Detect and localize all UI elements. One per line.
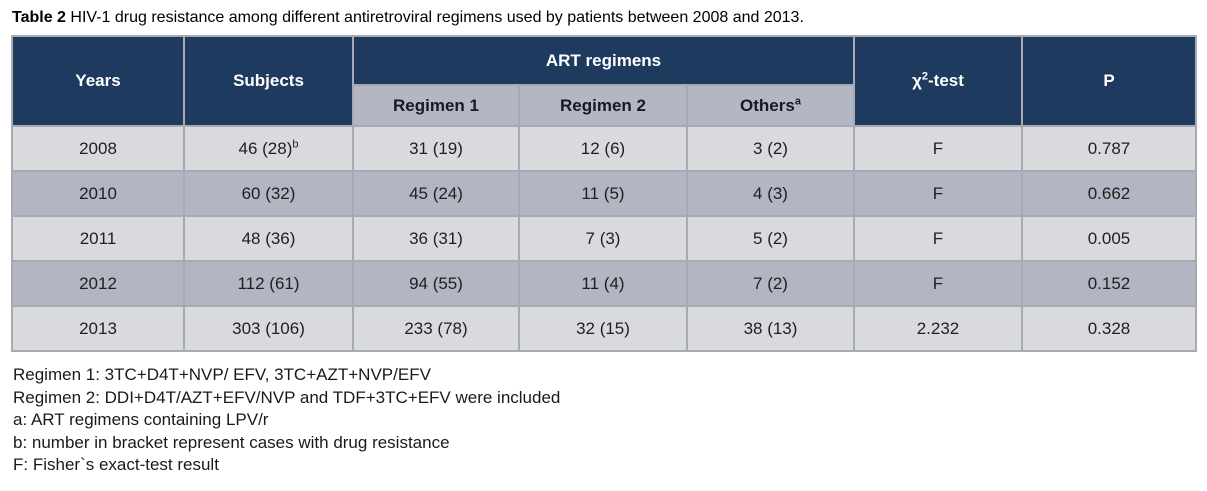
others-superscript-a: a	[794, 94, 801, 107]
cell-p-value: 0.328	[1021, 305, 1197, 352]
table-row-2010: 2010 60 (32) 45 (24) 11 (5) 4 (3) F 0.66…	[11, 170, 1197, 217]
cell-regimen2: 11 (5)	[518, 170, 688, 217]
footnote-regimen1: Regimen 1: 3TC+D4T+NVP/ EFV, 3TC+AZT+NVP…	[13, 365, 431, 384]
cell-subjects: 48 (36)	[183, 215, 354, 262]
cell-others: 7 (2)	[686, 260, 855, 307]
cell-regimen1: 45 (24)	[352, 170, 520, 217]
page: Table 2 HIV-1 drug resistance among diff…	[11, 7, 1197, 477]
cell-subjects: 46 (28)b	[183, 125, 354, 172]
cell-p-value: 0.005	[1021, 215, 1197, 262]
cell-p-value: 0.152	[1021, 260, 1197, 307]
table-caption-text: HIV-1 drug resistance among different an…	[70, 9, 804, 26]
cell-chi2-test: F	[853, 125, 1023, 172]
cell-regimen1: 36 (31)	[352, 215, 520, 262]
cell-year: 2013	[11, 305, 185, 352]
chi-test-suffix: -test	[928, 71, 964, 90]
col-header-regimen2: Regimen 2	[518, 84, 688, 127]
cell-others: 5 (2)	[686, 215, 855, 262]
cell-regimen1: 31 (19)	[352, 125, 520, 172]
cell-regimen1: 233 (78)	[352, 305, 520, 352]
col-header-art-regimens: ART regimens	[352, 35, 855, 86]
chi-superscript: 2	[921, 70, 928, 83]
footnote-f: F: Fisher`s exact-test result	[13, 455, 219, 474]
cell-chi2-test: 2.232	[853, 305, 1023, 352]
cell-subjects: 112 (61)	[183, 260, 354, 307]
cell-chi2-test: F	[853, 260, 1023, 307]
cell-subjects: 60 (32)	[183, 170, 354, 217]
cell-subjects: 303 (106)	[183, 305, 354, 352]
col-header-regimen1: Regimen 1	[352, 84, 520, 127]
cell-regimen2: 11 (4)	[518, 260, 688, 307]
resistance-table: Years Subjects ART regimens χ2-test P Re…	[11, 35, 1197, 352]
table-caption: Table 2 HIV-1 drug resistance among diff…	[12, 7, 1196, 28]
cell-regimen2: 12 (6)	[518, 125, 688, 172]
subjects-superscript-b: b	[292, 137, 299, 150]
cell-year: 2011	[11, 215, 185, 262]
table-row-2012: 2012 112 (61) 94 (55) 11 (4) 7 (2) F 0.1…	[11, 260, 1197, 307]
cell-year: 2012	[11, 260, 185, 307]
cell-others: 38 (13)	[686, 305, 855, 352]
footnote-b: b: number in bracket represent cases wit…	[13, 432, 450, 452]
col-header-p: P	[1021, 35, 1197, 127]
cell-p-value: 0.662	[1021, 170, 1197, 217]
cell-year: 2008	[11, 125, 185, 172]
cell-p-value: 0.787	[1021, 125, 1197, 172]
subjects-value: 46 (28)	[238, 138, 293, 158]
cell-others: 4 (3)	[686, 170, 855, 217]
footnote-a: a: ART regimens containing LPV/r	[13, 410, 269, 429]
table-row-2008: 2008 46 (28)b 31 (19) 12 (6) 3 (2) F 0.7…	[11, 125, 1197, 172]
table-row-2011: 2011 48 (36) 36 (31) 7 (3) 5 (2) F 0.005	[11, 215, 1197, 262]
col-header-chi2-test: χ2-test	[853, 35, 1023, 127]
col-header-years: Years	[11, 35, 185, 127]
col-header-subjects: Subjects	[183, 35, 354, 127]
cell-chi2-test: F	[853, 170, 1023, 217]
col-header-others: Othersa	[686, 84, 855, 127]
footnotes: Regimen 1: 3TC+D4T+NVP/ EFV, 3TC+AZT+NVP…	[13, 364, 1196, 477]
cell-regimen2: 7 (3)	[518, 215, 688, 262]
table-caption-label: Table 2	[12, 9, 66, 26]
others-label: Others	[740, 95, 795, 115]
cell-chi2-test: F	[853, 215, 1023, 262]
cell-regimen1: 94 (55)	[352, 260, 520, 307]
chi-symbol: χ	[912, 71, 922, 90]
footnote-regimen2: Regimen 2: DDI+D4T/AZT+EFV/NVP and TDF+3…	[13, 387, 561, 407]
cell-regimen2: 32 (15)	[518, 305, 688, 352]
cell-year: 2010	[11, 170, 185, 217]
table-row-2013: 2013 303 (106) 233 (78) 32 (15) 38 (13) …	[11, 305, 1197, 352]
cell-others: 3 (2)	[686, 125, 855, 172]
